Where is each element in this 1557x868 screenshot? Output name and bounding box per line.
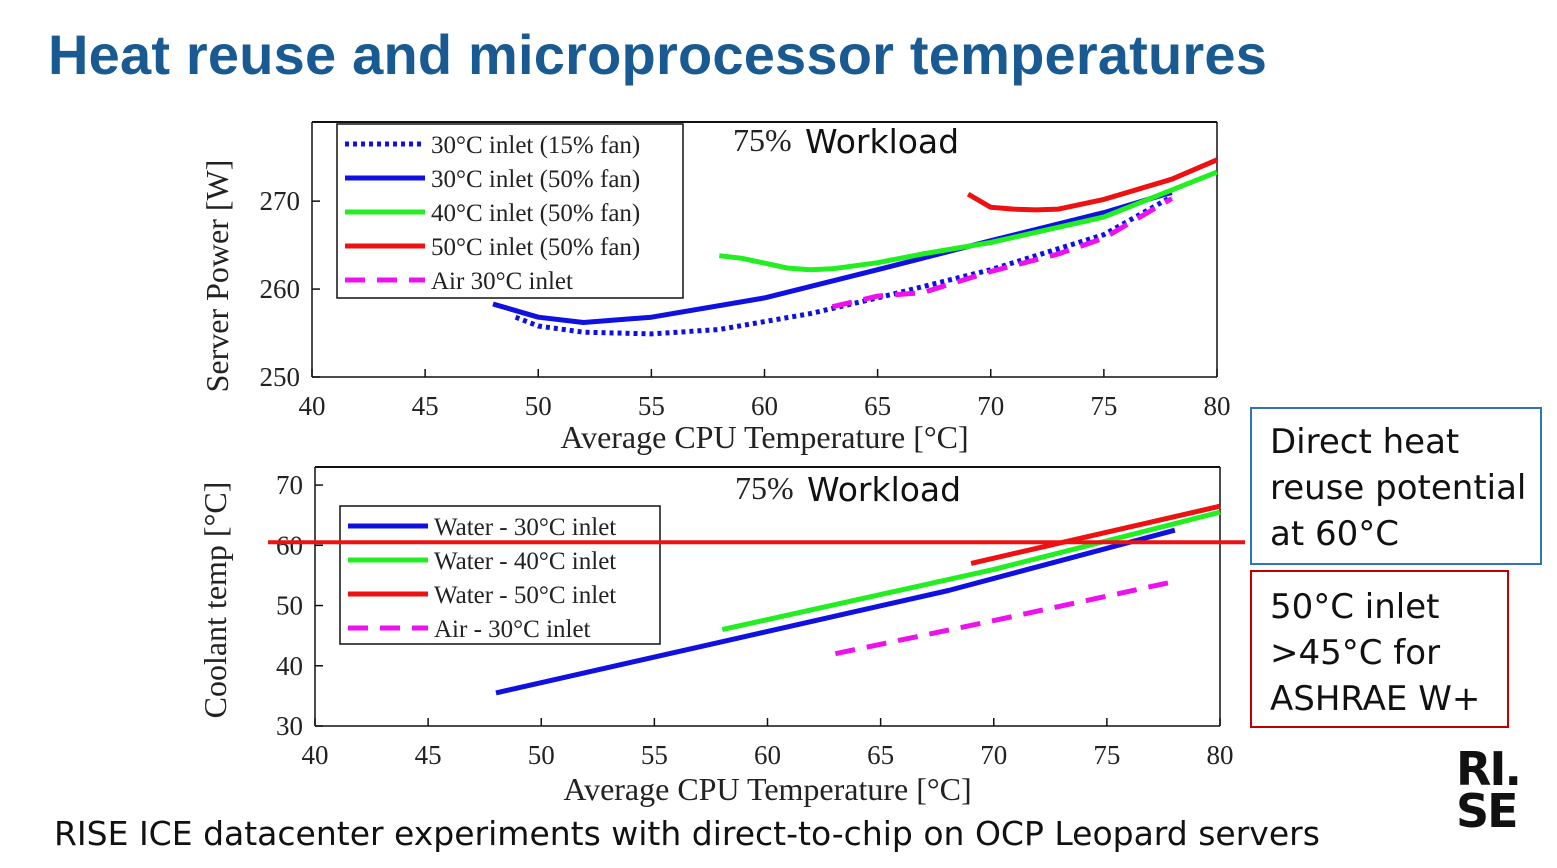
series-line: [831, 196, 1174, 310]
series-line: [719, 169, 1218, 273]
series-line: [495, 527, 1176, 696]
y-tick-label: 250: [260, 362, 301, 392]
legend-label: 30°C inlet (50% fan): [431, 166, 640, 193]
chart-title-word: Workload: [805, 122, 959, 161]
series-line: [514, 194, 1174, 337]
slide-caption: RISE ICE datacenter experiments with dir…: [54, 814, 1320, 853]
ashrae-callout: 50°C inlet >45°C for ASHRAE W+: [1250, 570, 1509, 728]
callout-line: 50°C inlet: [1270, 587, 1440, 627]
callout-line: Direct heat: [1270, 422, 1460, 462]
y-tick-label: 270: [260, 186, 301, 216]
x-tick-label: 40: [302, 740, 329, 770]
y-tick-label: 260: [260, 274, 301, 304]
x-tick-label: 50: [525, 391, 552, 421]
logo-line: SE: [1456, 784, 1519, 838]
y-tick-label: 60: [276, 530, 303, 560]
legend-label: 30°C inlet (15% fan): [431, 132, 640, 159]
heat-reuse-callout: Direct heat reuse potential at 60°C: [1250, 407, 1542, 565]
series-line: [970, 503, 1221, 566]
x-tick-label: 60: [751, 391, 778, 421]
logo-line: RI.: [1456, 742, 1522, 796]
x-tick-label: 80: [1207, 740, 1234, 770]
chart-title-percent: 75%: [733, 122, 792, 158]
x-tick-label: 75: [1093, 740, 1120, 770]
legend-label: Water - 30°C inlet: [434, 514, 616, 541]
series-line: [492, 189, 1173, 325]
y-axis-label: Server Power [W]: [199, 160, 235, 393]
chart-title-word: Workload: [807, 470, 961, 509]
x-tick-label: 55: [641, 740, 668, 770]
x-tick-label: 70: [977, 391, 1004, 421]
x-tick-label: 65: [867, 740, 894, 770]
legend-box: [339, 505, 661, 645]
series-line: [966, 157, 1218, 213]
y-tick-label: 50: [276, 591, 303, 621]
x-tick-label: 45: [412, 391, 439, 421]
rise-logo: RI. SE: [1456, 742, 1540, 838]
legend-label: Air 30°C inlet: [431, 268, 573, 295]
y-tick-label: 30: [276, 711, 303, 741]
x-tick-label: 55: [638, 391, 665, 421]
y-tick-label: 40: [276, 651, 303, 681]
legend-label: Air - 30°C inlet: [434, 616, 591, 643]
x-tick-label: 65: [864, 391, 891, 421]
y-axis-label: Coolant temp [°C]: [197, 482, 233, 719]
x-axis-label: Average CPU Temperature [°C]: [563, 771, 971, 807]
series-line: [834, 578, 1176, 657]
x-tick-label: 70: [980, 740, 1007, 770]
x-axis-label: Average CPU Temperature [°C]: [560, 419, 968, 455]
slide-title: Heat reuse and microprocessor temperatur…: [48, 23, 1268, 86]
chart-title-percent: 75%: [735, 470, 794, 506]
x-tick-label: 80: [1204, 391, 1231, 421]
callout-line: at 60°C: [1270, 514, 1399, 554]
legend-label: 50°C inlet (50% fan): [431, 234, 640, 261]
y-tick-label: 70: [276, 470, 303, 500]
legend-label: Water - 50°C inlet: [434, 582, 616, 609]
callout-line: >45°C for: [1270, 633, 1441, 673]
x-tick-label: 45: [415, 740, 442, 770]
legend-label: Water - 40°C inlet: [434, 548, 616, 575]
series-line: [721, 509, 1221, 633]
callout-line: ASHRAE W+: [1270, 679, 1481, 719]
callout-line: reuse potential: [1270, 468, 1527, 508]
x-tick-label: 75: [1090, 391, 1117, 421]
x-tick-label: 50: [528, 740, 555, 770]
legend-label: 40°C inlet (50% fan): [431, 200, 640, 227]
x-tick-label: 40: [299, 391, 326, 421]
x-tick-label: 60: [754, 740, 781, 770]
